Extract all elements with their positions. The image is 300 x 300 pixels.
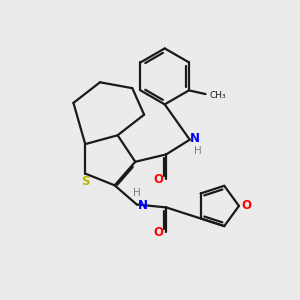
Text: S: S [81,175,89,188]
Text: H: H [194,146,202,156]
Text: CH₃: CH₃ [210,91,226,100]
Text: H: H [133,188,141,198]
Text: O: O [241,200,251,212]
Text: N: N [138,199,148,212]
Text: O: O [153,226,163,239]
Text: O: O [153,173,163,186]
Text: N: N [190,132,200,145]
